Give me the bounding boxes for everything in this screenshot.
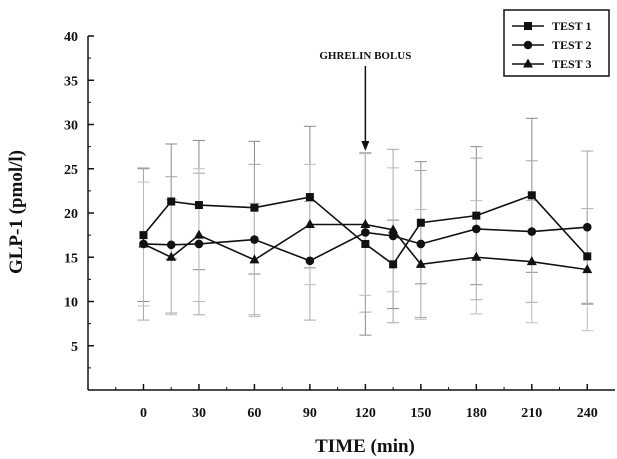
series-markers xyxy=(138,191,593,274)
x-tick-label: 30 xyxy=(192,406,206,421)
x-tick-label: 90 xyxy=(303,406,317,421)
legend-label-test-3: TEST 3 xyxy=(552,57,591,71)
x-axis-title: TIME (min) xyxy=(315,436,415,457)
test-2-point xyxy=(305,256,315,266)
y-tick-label: 25 xyxy=(64,163,78,178)
y-tick-label: 30 xyxy=(64,119,78,134)
test-1-point xyxy=(167,197,176,206)
y-tick-label: 20 xyxy=(64,207,78,222)
legend: TEST 1 TEST 2 TEST 3 xyxy=(503,9,610,77)
axes xyxy=(87,36,615,391)
annotation-arrow-head xyxy=(361,141,370,152)
test-2-point xyxy=(166,240,176,250)
test-3-point xyxy=(166,251,177,261)
test-1-point xyxy=(361,239,370,248)
y-tick-label: 40 xyxy=(64,30,78,45)
legend-label-test-1: TEST 1 xyxy=(552,19,591,33)
x-tick-label: 240 xyxy=(577,406,598,421)
test-3-point xyxy=(249,254,260,264)
x-tick-label: 60 xyxy=(247,406,261,421)
test-1-point xyxy=(194,201,203,210)
test-3-point xyxy=(415,258,426,268)
x-tick-label: 0 xyxy=(140,406,147,421)
y-axis-title: GLP-1 (pmol/l) xyxy=(6,150,27,274)
test-1-point xyxy=(472,211,481,220)
legend-marker-test-2 xyxy=(523,40,533,50)
test-3-point xyxy=(388,224,399,234)
x-tick-label: 120 xyxy=(355,406,376,421)
test-1-point xyxy=(583,252,592,261)
test-3-point xyxy=(304,219,315,229)
legend-label-test-2: TEST 2 xyxy=(552,38,591,52)
test-2-point xyxy=(194,239,204,249)
x-tick-label: 210 xyxy=(521,406,542,421)
legend-marker-test-1 xyxy=(524,22,532,30)
ghrelin-bolus-annotation: GHRELIN BOLUS xyxy=(319,50,411,152)
y-axis-ticks: 5 10 15 20 25 30 35 40 xyxy=(64,30,94,369)
x-tick-label: 150 xyxy=(410,406,431,421)
test-3-point xyxy=(471,251,482,261)
test-3-point xyxy=(526,256,537,266)
test-1-point xyxy=(305,193,314,202)
legend-box xyxy=(503,9,610,77)
test-2-point xyxy=(250,235,259,244)
x-axis-ticks: 0 30 60 90 120 150 180 210 240 xyxy=(115,384,598,421)
test-1-point xyxy=(389,260,398,269)
test-1-point xyxy=(139,231,148,240)
test-2-point xyxy=(527,227,537,236)
test-3-point xyxy=(193,229,204,239)
test-2-point xyxy=(472,224,481,234)
test-2-point xyxy=(416,239,426,249)
test-1-point xyxy=(527,191,536,200)
annotation-label: GHRELIN BOLUS xyxy=(319,50,411,62)
test-1-point xyxy=(416,218,425,227)
test-1-point xyxy=(250,203,259,212)
y-tick-label: 10 xyxy=(64,296,78,311)
legend-marker-test-3 xyxy=(523,58,533,68)
y-tick-label: 35 xyxy=(64,74,78,89)
y-tick-label: 5 xyxy=(71,340,78,355)
test-2-point xyxy=(388,231,398,241)
test-2-point xyxy=(582,222,592,232)
test-3-point xyxy=(360,219,371,229)
test-2-point xyxy=(361,228,370,237)
y-tick-label: 15 xyxy=(64,251,78,266)
x-tick-label: 180 xyxy=(466,406,487,421)
test-3-point xyxy=(138,238,149,248)
test-3-point xyxy=(582,264,593,274)
